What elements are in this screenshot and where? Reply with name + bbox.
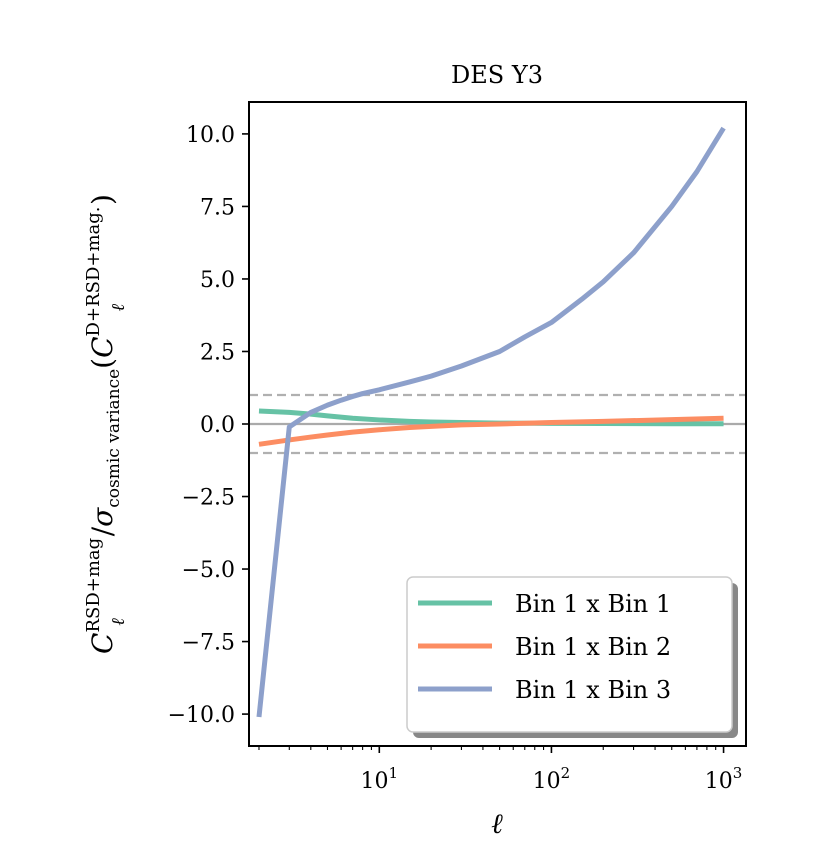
y-tick-label: −5.0 — [182, 558, 235, 583]
legend-label-2: Bin 1 x Bin 2 — [515, 633, 671, 661]
y-tick-label: −7.5 — [182, 631, 235, 656]
x-tick-label: 103 — [705, 764, 743, 794]
y-axis-label: CRSD+mag ℓ/σcosmic variance(CD+RSD+mag. ℓ) — [83, 194, 129, 654]
y-tick-label: 5.0 — [200, 268, 235, 293]
series-line-3 — [256, 126, 726, 718]
y-tick-label: 7.5 — [200, 195, 235, 220]
chart-title: DES Y3 — [451, 61, 543, 89]
y-tick-label: 0.0 — [200, 413, 235, 438]
y-tick-label: −2.5 — [182, 486, 235, 511]
x-axis-label: ℓ — [491, 807, 503, 840]
legend-box — [406, 576, 733, 733]
legend-label-3: Bin 1 x Bin 3 — [515, 676, 671, 704]
legend: Bin 1 x Bin 1 Bin 1 x Bin 2 Bin 1 x Bin 3 — [406, 576, 738, 738]
series-line-2 — [258, 415, 724, 447]
y-tick-label: −10.0 — [168, 703, 235, 728]
x-tick-label: 101 — [361, 764, 399, 794]
legend-label-1: Bin 1 x Bin 1 — [515, 590, 671, 618]
y-tick-label: 10.0 — [186, 123, 235, 148]
y-tick-label: 2.5 — [200, 340, 235, 365]
x-tick-label: 102 — [533, 764, 571, 794]
